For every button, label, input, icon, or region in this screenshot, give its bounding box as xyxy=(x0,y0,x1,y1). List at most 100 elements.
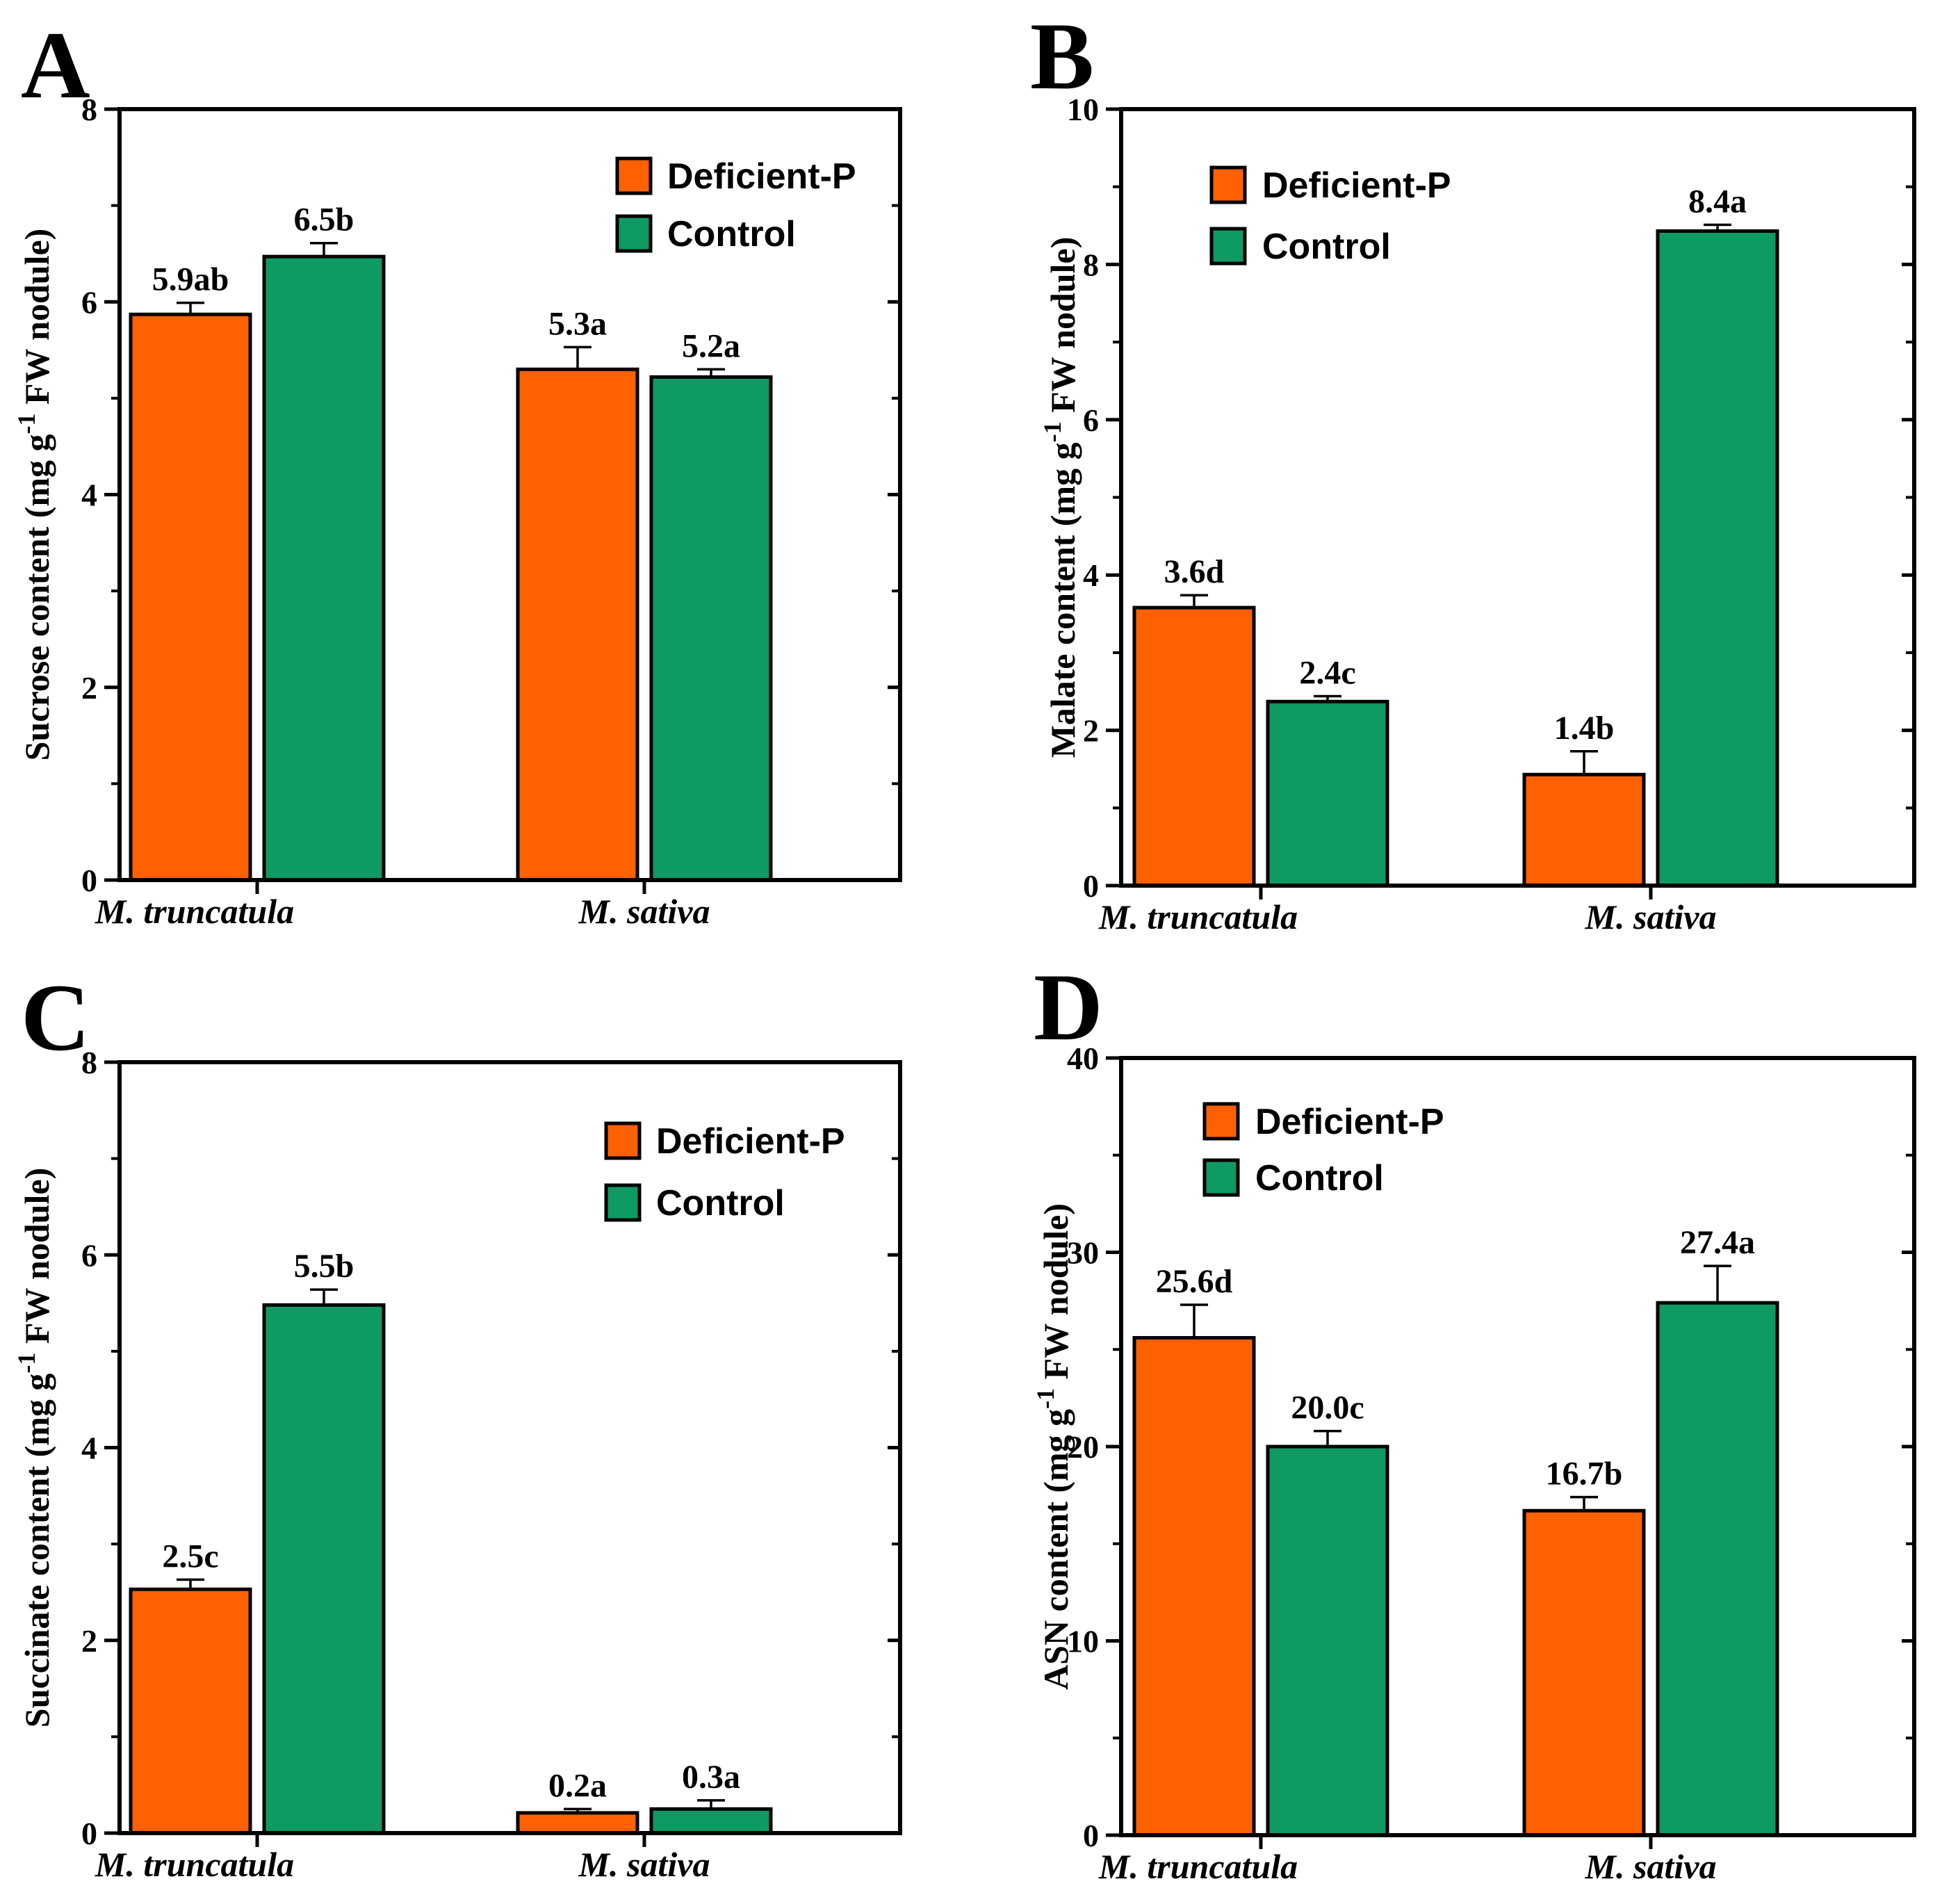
y-axis-label-part: Succinate content (mg g xyxy=(17,1374,56,1728)
bar-control-m-sativa xyxy=(1656,1301,1779,1837)
panel-letter: C xyxy=(21,964,90,1071)
data-label: 5.5b xyxy=(294,1248,354,1285)
bar-control-m-truncatula xyxy=(1266,1445,1389,1837)
legend-label: Deficient-P xyxy=(1255,1102,1444,1142)
legend: Deficient-P Control xyxy=(1209,165,1451,267)
legend-swatch xyxy=(615,214,653,253)
data-label: 27.4a xyxy=(1680,1224,1755,1261)
y-tick-label: 4 xyxy=(81,478,97,513)
y-axis-label: Sucrose content (mg g-1 FW nodule) xyxy=(13,229,56,761)
y-tick-label: 8 xyxy=(81,92,97,127)
legend: Deficient-P Control xyxy=(1202,1102,1444,1198)
legend: Deficient-P Control xyxy=(604,1121,845,1223)
y-axis-label-superscript: -1 xyxy=(13,413,40,434)
x-tick-label: M. sativa xyxy=(578,1845,710,1884)
y-axis-label-part: FW nodule) xyxy=(1043,237,1082,422)
y-tick-label: 8 xyxy=(1083,247,1099,282)
y-axis-label-part: FW nodule) xyxy=(1036,1203,1075,1388)
y-tick-label: 6 xyxy=(81,284,97,320)
data-label: 25.6d xyxy=(1156,1263,1233,1300)
y-axis-label-part: Malate content (mg g xyxy=(1043,442,1082,758)
y-tick-label: 30 xyxy=(1067,1235,1099,1271)
y-tick-label: 2 xyxy=(81,1623,97,1659)
data-label: 16.7b xyxy=(1546,1456,1623,1492)
legend-swatch xyxy=(615,156,653,195)
bar-deficient-p-m-sativa xyxy=(1522,1508,1646,1837)
legend-swatch xyxy=(1202,1158,1240,1197)
y-tick-label: 20 xyxy=(1067,1429,1099,1465)
panel-letter: B xyxy=(1030,3,1094,109)
legend-swatch xyxy=(1209,227,1247,266)
bar-deficient-p-m-sativa xyxy=(516,1811,639,1835)
bar-control-m-truncatula xyxy=(262,1303,386,1835)
y-axis-label-superscript: -1 xyxy=(1031,1388,1059,1409)
y-tick-label: 10 xyxy=(1067,92,1099,127)
panel-letter: D xyxy=(1034,954,1103,1060)
x-tick-label: M. sativa xyxy=(1585,1847,1717,1886)
panel-a: A 5.9ab 6.5b 5.3a 5.2a 0 2 4 6 8 M. truncatula M. s… xyxy=(13,12,902,931)
x-tick-label: M. truncatula xyxy=(95,892,294,931)
y-tick-label: 6 xyxy=(81,1237,97,1273)
data-label: 0.3a xyxy=(682,1759,740,1796)
data-label: 5.9ab xyxy=(152,261,229,298)
data-label: 20.0c xyxy=(1291,1390,1364,1426)
data-label: 5.2a xyxy=(682,327,740,364)
y-tick-label: 4 xyxy=(1083,558,1099,593)
data-label: 8.4a xyxy=(1688,183,1747,220)
panel-b: B 3.6d 2.4c 1.4b 8.4a 0 2 4 6 8 10 M. truncatula M. … xyxy=(1030,3,1916,936)
data-label: 2.4c xyxy=(1299,654,1355,691)
legend-label: Control xyxy=(1262,227,1391,267)
legend-swatch xyxy=(1209,165,1247,204)
data-label: 2.5c xyxy=(162,1538,218,1575)
bar-control-m-truncatula xyxy=(262,254,386,882)
data-label: 0.2a xyxy=(548,1767,607,1804)
y-tick-label: 8 xyxy=(81,1045,97,1080)
y-axis-label-part: FW nodule) xyxy=(17,229,56,414)
y-tick-label: 2 xyxy=(81,670,97,706)
bar-deficient-p-m-truncatula xyxy=(129,312,252,882)
y-axis-label-part: Sucrose content (mg g xyxy=(17,434,56,760)
panel-letter: A xyxy=(21,12,90,118)
y-axis-label-part: ASN content (mg g xyxy=(1036,1409,1075,1690)
bar-deficient-p-m-truncatula xyxy=(1132,605,1256,888)
bar-deficient-p-m-truncatula xyxy=(1132,1335,1256,1837)
y-tick-label: 2 xyxy=(1083,713,1099,749)
y-axis-label: Succinate content (mg g-1 FW nodule) xyxy=(13,1168,56,1727)
y-axis-label-superscript: -1 xyxy=(1038,421,1066,442)
y-tick-label: 0 xyxy=(81,863,97,898)
legend-label: Control xyxy=(1255,1158,1384,1198)
y-tick-label: 10 xyxy=(1067,1624,1099,1659)
y-axis-label-part: FW nodule) xyxy=(17,1168,56,1353)
y-tick-label: 6 xyxy=(1083,402,1099,438)
bar-control-m-sativa xyxy=(1656,229,1779,888)
y-tick-label: 40 xyxy=(1067,1041,1099,1076)
legend-label: Deficient-P xyxy=(667,156,856,197)
bar-deficient-p-m-sativa xyxy=(516,367,639,882)
y-axis-label: ASN content (mg g-1 FW nodule) xyxy=(1031,1203,1075,1690)
data-label: 3.6d xyxy=(1164,553,1225,590)
panel-d: D 25.6d 20.0c 16.7b 27.4a 0 10 20 30 40 M. truncat… xyxy=(1031,954,1916,1886)
bar-control-m-sativa xyxy=(649,1807,773,1835)
y-axis-label: Malate content (mg g-1 FW nodule) xyxy=(1038,237,1082,758)
x-tick-label: M. sativa xyxy=(1585,897,1717,936)
y-tick-label: 4 xyxy=(81,1431,97,1466)
panel-c: C 2.5c 5.5b 0.2a 0.3a 0 2 4 6 8 M. truncatula M. sa… xyxy=(13,964,902,1884)
y-tick-label: 0 xyxy=(1083,1818,1099,1853)
y-tick-label: 0 xyxy=(1083,868,1099,904)
legend: Deficient-P Control xyxy=(615,156,856,254)
data-label: 6.5b xyxy=(294,202,354,238)
x-tick-label: M. sativa xyxy=(578,892,710,931)
legend-label: Control xyxy=(667,214,796,254)
legend-swatch xyxy=(604,1183,642,1222)
legend-swatch xyxy=(604,1121,642,1160)
legend-label: Deficient-P xyxy=(1262,165,1451,206)
legend-label: Deficient-P xyxy=(656,1121,845,1162)
x-tick-label: M. truncatula xyxy=(1098,897,1298,936)
bar-deficient-p-m-sativa xyxy=(1522,772,1646,888)
data-label: 5.3a xyxy=(548,305,607,342)
legend-swatch xyxy=(1202,1102,1240,1141)
legend-label: Control xyxy=(656,1183,785,1223)
x-tick-label: M. truncatula xyxy=(1098,1847,1298,1886)
bar-deficient-p-m-truncatula xyxy=(129,1587,252,1835)
